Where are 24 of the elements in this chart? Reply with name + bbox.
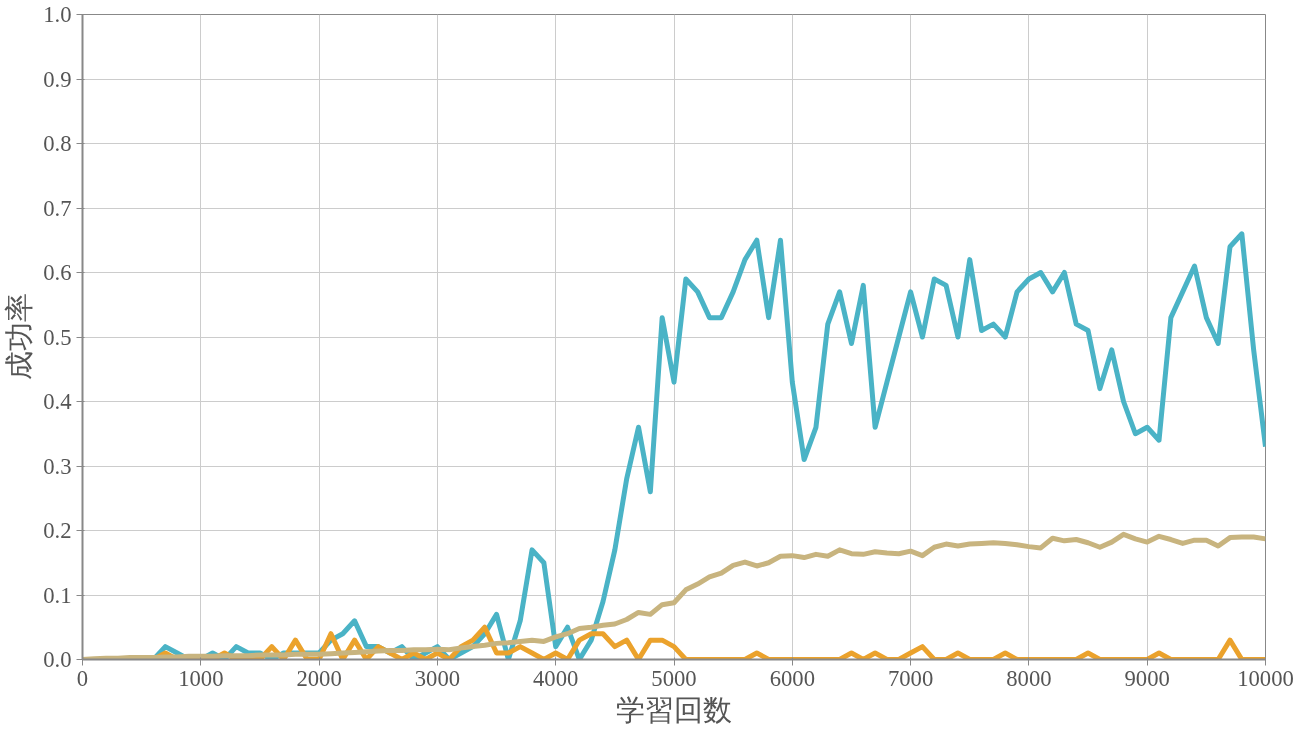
y-tick-label: 0.2 <box>43 518 72 543</box>
x-tick-label: 4000 <box>533 665 579 691</box>
x-tick-label: 1000 <box>178 665 224 691</box>
x-tick-label: 10000 <box>1237 665 1294 691</box>
y-axis-title: 成功率 <box>3 293 36 381</box>
y-tick-label: 0.8 <box>43 131 72 156</box>
x-tick-label: 3000 <box>414 665 461 691</box>
x-tick-label: 9000 <box>1124 665 1170 691</box>
x-tick-label: 2000 <box>296 665 342 691</box>
y-tick-label: 0.3 <box>43 453 72 479</box>
y-tick-label: 1.0 <box>43 2 72 27</box>
x-tick-label: 5000 <box>651 665 697 691</box>
x-tick-label: 6000 <box>769 665 815 691</box>
x-axis-title: 学習回数 <box>616 693 732 726</box>
y-tick-label: 0.4 <box>43 389 72 414</box>
x-tick-label: 0 <box>76 665 89 691</box>
y-tick-label: 0.9 <box>43 66 72 92</box>
x-tick-label: 7000 <box>887 665 934 691</box>
y-tick-label: 0.0 <box>43 647 72 672</box>
y-tick-label: 0.1 <box>43 582 72 608</box>
y-tick-label: 0.7 <box>43 195 72 221</box>
x-tick-label: 8000 <box>1006 665 1052 691</box>
y-tick-label: 0.6 <box>43 260 72 285</box>
y-tick-label: 0.5 <box>43 324 72 350</box>
